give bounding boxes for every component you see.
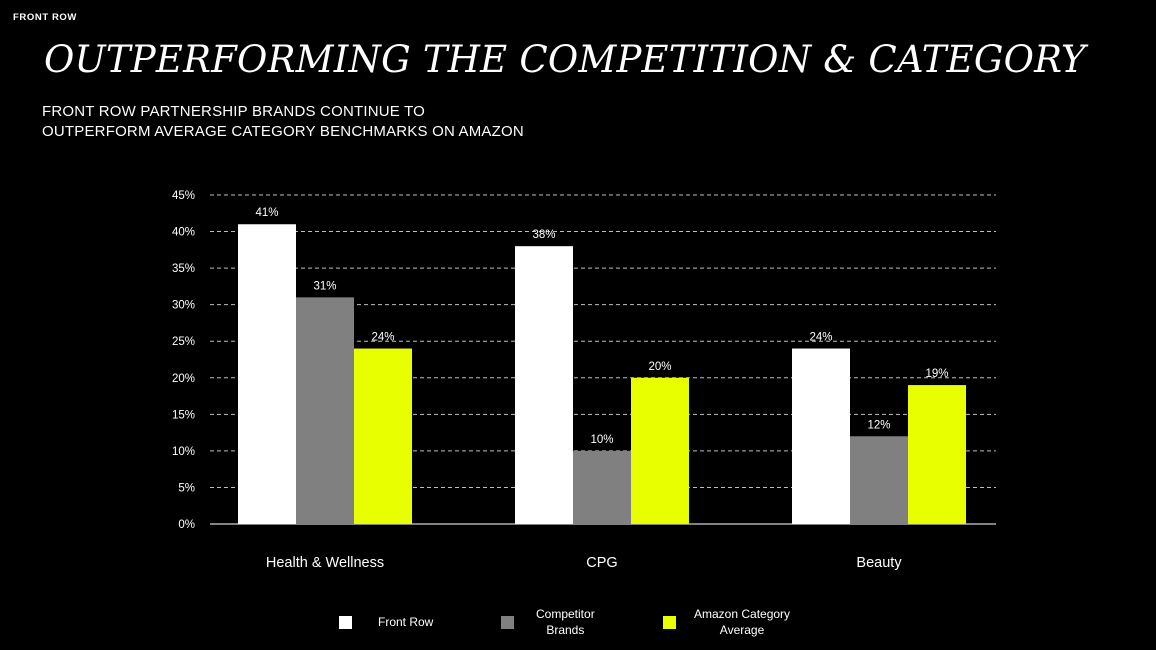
legend-swatch-competitor xyxy=(501,615,514,629)
data-label: 41% xyxy=(255,207,278,219)
legend-label-line: Brands xyxy=(546,623,585,637)
x-category-label: Health & Wellness xyxy=(266,555,384,571)
legend-label-amazon: Amazon Category Average xyxy=(694,606,790,638)
y-tick-label: 5% xyxy=(178,482,195,494)
legend-swatch-front-row xyxy=(339,615,352,629)
bar-front-row xyxy=(238,224,296,524)
data-label: 10% xyxy=(590,434,613,446)
bar-amazon xyxy=(631,377,689,524)
page-subtitle: FRONT ROW PARTNERSHIP BRANDS CONTINUE TO… xyxy=(42,102,642,142)
data-label: 12% xyxy=(867,419,890,431)
legend-label-line: Front Row xyxy=(378,615,434,629)
y-tick-label: 30% xyxy=(172,300,195,312)
bar-competitor xyxy=(573,450,631,524)
bar-amazon xyxy=(908,385,966,524)
subtitle-line-2: OUTPERFORM AVERAGE CATEGORY BENCHMARKS O… xyxy=(42,123,524,140)
page-title: OUTPERFORMING THE COMPETITION & CATEGORY xyxy=(44,38,1086,81)
data-label: 20% xyxy=(648,361,671,373)
x-category-label: CPG xyxy=(586,555,617,571)
x-category-label: Beauty xyxy=(856,555,902,571)
legend-label-line: Competitor xyxy=(536,607,595,621)
bar-competitor xyxy=(850,436,908,524)
bar-front-row xyxy=(515,246,573,524)
legend-label-front-row: Front Row xyxy=(378,614,433,630)
y-tick-label: 40% xyxy=(172,227,195,239)
legend-swatch-amazon xyxy=(663,615,676,629)
bar-competitor xyxy=(296,297,354,524)
data-label: 38% xyxy=(532,229,555,241)
y-tick-label: 20% xyxy=(172,373,195,385)
data-label: 24% xyxy=(809,332,832,344)
legend-label-competitor: Competitor Brands xyxy=(536,606,595,638)
legend-item-front-row: Front Row xyxy=(339,614,433,630)
data-label: 24% xyxy=(371,332,394,344)
data-label: 31% xyxy=(313,280,336,292)
legend-label-line: Average xyxy=(719,623,765,637)
subtitle-line-1: FRONT ROW PARTNERSHIP BRANDS CONTINUE TO xyxy=(42,103,426,120)
y-tick-label: 45% xyxy=(172,190,195,202)
bar-front-row xyxy=(792,348,850,524)
y-tick-label: 10% xyxy=(172,446,195,458)
legend-label-line: Amazon Category xyxy=(694,607,791,621)
y-tick-label: 0% xyxy=(178,519,195,531)
y-tick-label: 15% xyxy=(172,409,195,421)
legend-item-amazon: Amazon Category Average xyxy=(663,606,790,638)
bar-amazon xyxy=(354,348,412,524)
legend-item-competitor: Competitor Brands xyxy=(501,606,595,638)
data-label: 19% xyxy=(925,368,948,380)
y-tick-label: 25% xyxy=(172,336,195,348)
brand-logo-text: FRONT ROW xyxy=(13,12,77,23)
y-tick-label: 35% xyxy=(172,263,195,275)
